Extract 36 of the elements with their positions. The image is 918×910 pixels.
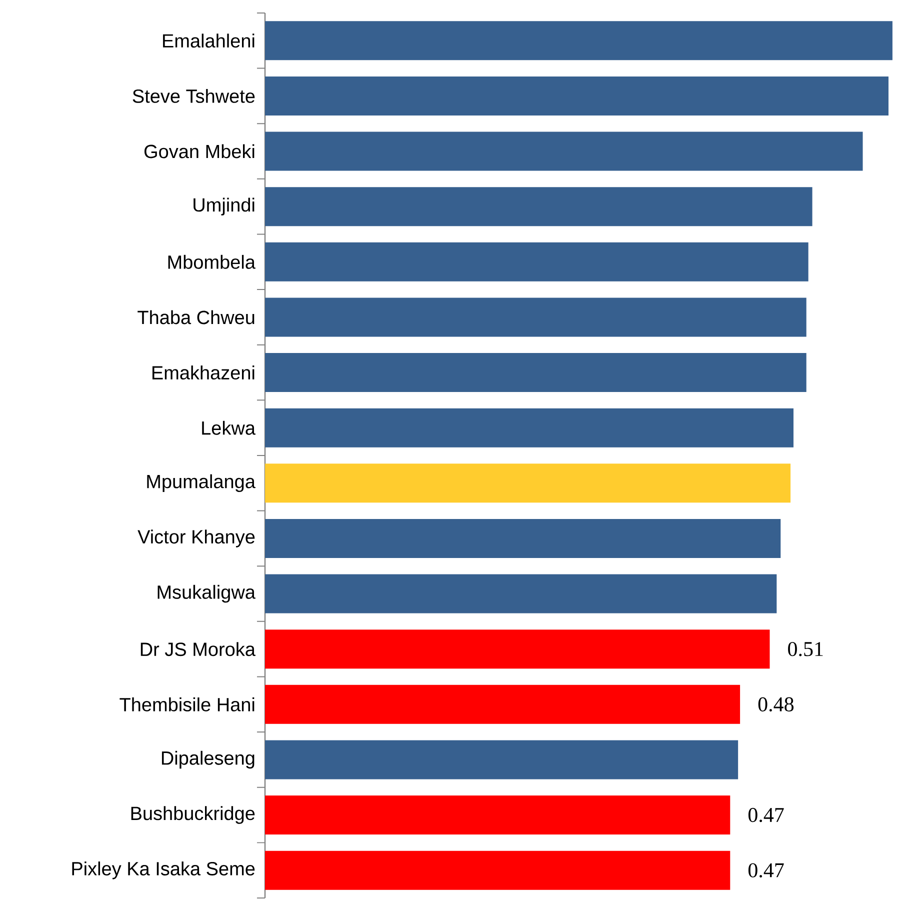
y-tick-label: Govan Mbeki	[144, 144, 254, 158]
bar	[265, 187, 812, 226]
y-tick-label: Dipaleseng	[162, 750, 254, 769]
y-tick-label: Emakhazeni	[152, 366, 254, 380]
bar	[265, 21, 892, 60]
y-tick-label: Mpumalanga	[147, 474, 256, 492]
y-tick-label: Mbombela	[168, 254, 256, 269]
y-tick-label: Pixley Ka Isaka Seme	[72, 861, 255, 880]
y-tick-label: Dr JS Moroka	[140, 642, 256, 656]
y-tick-label: Emalahleni	[163, 34, 254, 48]
bar	[265, 242, 808, 282]
bar	[265, 464, 791, 503]
bar	[265, 796, 730, 835]
y-tick-label: Lekwa	[202, 420, 256, 435]
bar	[265, 850, 730, 890]
data-label: 0.51	[788, 642, 823, 656]
data-label: 0.47	[748, 863, 784, 878]
bar	[265, 740, 738, 780]
bar	[265, 684, 740, 724]
data-label: 0.48	[758, 697, 794, 712]
y-tick-label: Steve Tshwete	[132, 88, 255, 103]
y-tick-label: Thembisile Hani	[120, 697, 254, 712]
bar	[265, 630, 770, 669]
bar	[265, 518, 781, 558]
y-tick-label: Msukaligwa	[158, 584, 256, 603]
y-tick-label: Umjindi	[194, 198, 254, 216]
bar	[265, 298, 806, 337]
bar	[265, 574, 777, 614]
y-tick-label: Thaba Chweu	[138, 310, 254, 324]
bar	[265, 408, 794, 448]
bar	[265, 76, 888, 116]
bar	[265, 353, 806, 392]
data-label: 0.47	[748, 808, 784, 822]
y-tick-label: Victor Khanye	[138, 530, 255, 548]
bar	[265, 132, 863, 171]
y-tick-label: Bushbuckridge	[131, 806, 255, 824]
